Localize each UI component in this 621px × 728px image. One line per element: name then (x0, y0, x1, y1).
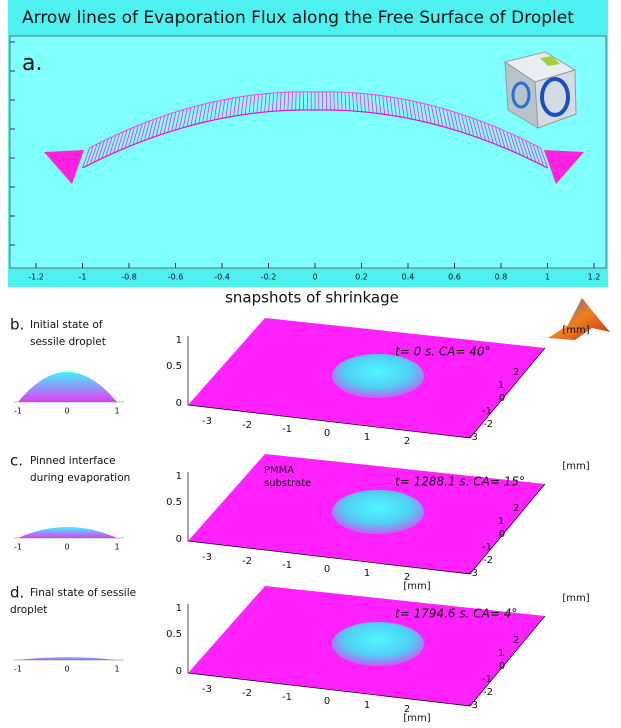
snapshot-row: c. Pinned interface during evaporation -1 0 1… (10, 452, 590, 593)
snapshot-row: d. Final state of sessile droplet -1 0 1 t= 17… (10, 584, 590, 725)
x-unit: [mm] (403, 713, 430, 724)
x-tick-label: 0 (324, 564, 330, 575)
z-tick-label: 0.5 (166, 497, 182, 508)
x-tick-label: -0.2 (261, 273, 277, 282)
y-tick-label: 1 (498, 516, 504, 527)
profile-tick-label: 0 (64, 665, 69, 674)
y-unit: [mm] (562, 461, 589, 472)
row-caption: droplet (10, 604, 47, 616)
time-annotation: t= 1794.6 s. CA= 4° (395, 607, 517, 621)
z-tick-label: 0.5 (166, 361, 182, 372)
y-tick-label: -3 (468, 700, 478, 711)
row-caption: sessile droplet (30, 336, 106, 348)
profile-tick-label: -1 (14, 543, 22, 552)
profile-tick-label: 1 (114, 543, 119, 552)
x-tick-label: -0.6 (168, 273, 184, 282)
y-tick-label: -2 (483, 419, 493, 430)
row-caption: Pinned interface (30, 455, 116, 467)
row-caption: during evaporation (30, 472, 130, 484)
profile-tick-label: 0 (64, 543, 69, 552)
x-tick-label: -1 (282, 692, 292, 703)
x-tick-label: 0 (324, 428, 330, 439)
x-tick-label: -1 (79, 273, 87, 282)
row-caption: Final state of sessile (30, 587, 136, 599)
profile-tick-label: 1 (114, 407, 119, 416)
section-title: snapshots of shrinkage (225, 289, 399, 307)
figure: Arrow lines of Evaporation Flux along th… (0, 0, 621, 724)
x-tick-label: 0 (324, 696, 330, 707)
droplet (332, 354, 424, 398)
panel-a-label: a. (22, 51, 42, 76)
x-tick-label: 1.2 (588, 273, 601, 282)
x-tick-label: 1 (545, 273, 550, 282)
z-tick-label: 0 (176, 666, 182, 677)
time-annotation: t= 1288.1 s. CA= 15° (395, 475, 525, 489)
substrate-label-line: PMMA (264, 465, 294, 476)
x-tick-label: -1.2 (28, 273, 44, 282)
x-tick-label: -3 (202, 416, 212, 427)
x-tick-label: -2 (242, 420, 252, 431)
z-tick-label: 0 (176, 534, 182, 545)
x-tick-label: -0.4 (214, 273, 230, 282)
x-tick-label: -2 (242, 556, 252, 567)
row-caption: Initial state of (30, 319, 103, 331)
x-tick-label: 0 (312, 273, 317, 282)
row-label: d. (10, 584, 24, 602)
x-tick-label: -0.8 (121, 273, 137, 282)
x-tick-label: 1 (364, 568, 370, 579)
y-tick-label: -2 (483, 687, 493, 698)
x-tick-label: -2 (242, 688, 252, 699)
row-label: b. (10, 316, 24, 334)
y-tick-label: 2 (513, 635, 519, 646)
y-tick-label: 1 (498, 380, 504, 391)
x-tick-label: 2 (404, 436, 410, 447)
x-tick-label: 0.6 (448, 273, 461, 282)
x-tick-label: 0.2 (355, 273, 368, 282)
z-tick-label: 1 (176, 603, 182, 614)
profile-tick-label: -1 (14, 407, 22, 416)
time-annotation: t= 0 s. CA= 40° (395, 345, 491, 359)
profile-tick-label: -1 (14, 665, 22, 674)
y-tick-label: 2 (513, 367, 519, 378)
substrate-label-line: substrate (264, 478, 311, 489)
droplet-profile (18, 657, 117, 660)
y-tick-label: -1 (482, 542, 492, 553)
y-tick-label: -1 (482, 674, 492, 685)
droplet (332, 622, 424, 666)
y-unit: [mm] (562, 593, 589, 604)
z-tick-label: 0.5 (166, 629, 182, 640)
y-tick-label: -3 (468, 432, 478, 443)
droplet-profile (18, 372, 117, 402)
z-tick-label: 1 (176, 471, 182, 482)
y-tick-label: -3 (468, 568, 478, 579)
z-tick-label: 0 (176, 398, 182, 409)
x-tick-label: -3 (202, 552, 212, 563)
y-tick-label: 0 (499, 393, 505, 404)
droplet-profile (18, 527, 117, 538)
y-tick-label: 2 (513, 503, 519, 514)
y-unit: [mm] (562, 325, 589, 336)
x-tick-label: -3 (202, 684, 212, 695)
x-tick-label: 1 (364, 700, 370, 711)
x-unit: [mm] (403, 581, 430, 592)
y-tick-label: -1 (482, 406, 492, 417)
x-tick-label: -1 (282, 560, 292, 571)
profile-tick-label: 1 (114, 665, 119, 674)
x-tick-label: 0.8 (495, 273, 508, 282)
snapshot-row: b. Initial state of sessile droplet -1 0 1 t= … (10, 316, 590, 448)
z-tick-label: 1 (176, 335, 182, 346)
y-tick-label: 0 (499, 661, 505, 672)
x-tick-label: 1 (364, 432, 370, 443)
row-label: c. (10, 452, 23, 470)
y-tick-label: 1 (498, 648, 504, 659)
x-tick-label: -1 (282, 424, 292, 435)
droplet (332, 490, 424, 534)
y-tick-label: 0 (499, 529, 505, 540)
y-tick-label: -2 (483, 555, 493, 566)
x-tick-label: 0.4 (402, 273, 415, 282)
profile-tick-label: 0 (64, 407, 69, 416)
panel-a-title: Arrow lines of Evaporation Flux along th… (22, 8, 574, 28)
